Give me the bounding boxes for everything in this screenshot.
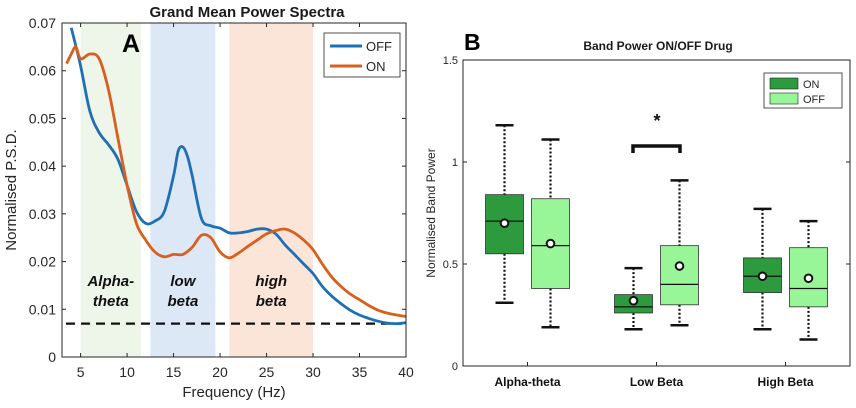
spectra-lines xyxy=(65,27,407,326)
panel-a-yticks: 0 0.01 0.02 0.03 0.04 0.05 0.06 0.07 xyxy=(29,15,406,365)
band-labels: Alpha-theta low beta high beta xyxy=(86,273,287,310)
band-region-1 xyxy=(150,23,216,357)
panel-a: Grand Mean Power Spectra Alpha-theta low b… xyxy=(3,4,414,401)
x-tick-label: 20 xyxy=(212,364,228,380)
band-label-line1: low xyxy=(170,273,196,290)
box-on-1 xyxy=(614,266,653,331)
y-tick-label: 0.07 xyxy=(29,15,56,31)
x-tick-label: 10 xyxy=(119,364,135,380)
mean-marker xyxy=(628,295,639,306)
x-tick-label: 25 xyxy=(259,364,275,380)
panel-a-label: A xyxy=(122,30,140,58)
y-tick-label: 0.03 xyxy=(29,206,56,222)
panel-b-title: Band Power ON/OFF Drug xyxy=(583,39,732,53)
band-region-2 xyxy=(229,23,314,357)
box-on-0 xyxy=(485,124,524,305)
panel-a-axes-box xyxy=(61,22,407,358)
panel-a-legend: OFF ON xyxy=(323,32,401,78)
panel-b-label: B xyxy=(464,29,481,55)
legend-off-box-swatch xyxy=(769,92,799,105)
panel-a-xticks: 5 10 15 20 25 30 35 40 xyxy=(77,23,414,380)
y-tick-label: 0 xyxy=(48,349,56,365)
mean-marker xyxy=(674,261,685,271)
series-line-on xyxy=(65,45,407,318)
y-tick-label: 0.05 xyxy=(29,110,56,126)
panel-a-legend-box xyxy=(323,32,401,78)
mean-marker xyxy=(545,238,556,249)
y-tick-label: 0.06 xyxy=(29,63,56,79)
y-tick-label: 0.04 xyxy=(29,158,56,174)
box-off-2 xyxy=(789,219,828,341)
significance-marker: * xyxy=(631,111,682,153)
legend-b-off-label: OFF xyxy=(803,94,825,106)
panel-b-ylabel: Normalised Band Power xyxy=(424,148,438,277)
band-label-line2: beta xyxy=(167,293,198,310)
y-tick-label: 0.5 xyxy=(443,259,458,271)
legend-on-label: ON xyxy=(366,59,386,74)
band-region-0 xyxy=(80,23,142,357)
band-label-line1: Alpha- xyxy=(86,273,134,290)
panel-b-legend: ON OFF xyxy=(763,72,843,109)
panel-b-xticks: Alpha-theta Low Beta High Beta xyxy=(495,362,814,389)
x-tick-label: 35 xyxy=(352,364,368,380)
panel-a-ylabel: Normalised P.S.D. xyxy=(3,129,20,250)
mean-marker xyxy=(803,273,814,284)
y-tick-label: 0.02 xyxy=(29,254,56,270)
iqr-box xyxy=(743,257,782,293)
panel-b-yticks: 0 0.5 1 1.5 xyxy=(443,55,850,373)
x-tick-label: 40 xyxy=(398,364,414,380)
significance-bracket xyxy=(631,144,682,153)
x-tick-label: 15 xyxy=(166,364,182,380)
band-label-line1: high xyxy=(255,273,287,290)
panel-a-title: Grand Mean Power Spectra xyxy=(149,4,345,21)
legend-on-box-swatch xyxy=(769,77,799,90)
panel-a-xlabel: Frequency (Hz) xyxy=(182,384,285,401)
x-tick-label: 5 xyxy=(77,364,85,380)
panel-b: B Band Power ON/OFF Drug 0 0.5 1 1.5 Alpha-… xyxy=(424,29,851,389)
legend-off-label: OFF xyxy=(366,39,392,54)
iqr-box xyxy=(660,245,699,306)
box-plots xyxy=(485,124,828,341)
mean-marker xyxy=(499,218,510,228)
category-label: Alpha-theta xyxy=(495,375,561,389)
y-tick-label: 0.01 xyxy=(29,301,56,317)
band-label-line2: beta xyxy=(256,293,287,310)
category-label: Low Beta xyxy=(630,375,684,389)
box-on-2 xyxy=(743,207,782,331)
y-tick-label: 1 xyxy=(452,157,458,169)
category-label: High Beta xyxy=(757,375,813,389)
legend-b-on-label: ON xyxy=(803,79,820,91)
significance-star: * xyxy=(653,111,660,131)
y-tick-label: 0 xyxy=(452,361,458,373)
band-regions xyxy=(80,23,314,357)
y-tick-label: 1.5 xyxy=(443,55,458,67)
x-tick-label: 30 xyxy=(305,364,321,380)
box-off-1 xyxy=(660,179,699,327)
box-off-0 xyxy=(531,138,570,329)
band-label-line2: theta xyxy=(93,293,129,310)
mean-marker xyxy=(757,271,768,282)
